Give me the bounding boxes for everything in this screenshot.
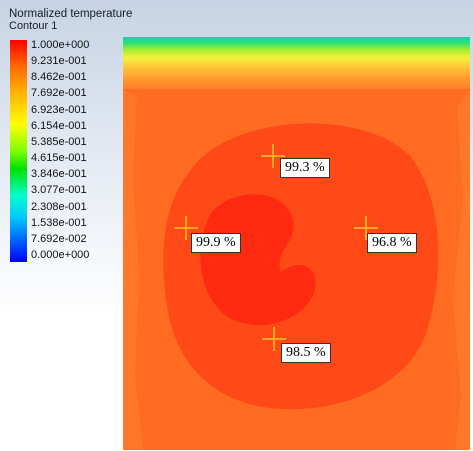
- color-scale-bar: [10, 40, 27, 262]
- legend-title: Normalized temperature: [9, 8, 133, 20]
- color-scale-tick-label: 9.231e-001: [31, 55, 87, 68]
- color-scale-tick-label: 7.692e-002: [31, 232, 87, 245]
- hot-core-region: [200, 194, 316, 326]
- color-scale-tick-label: 2.308e-001: [31, 200, 87, 213]
- legend-subtitle: Contour 1: [9, 20, 58, 32]
- probe-label-top: 99.3 %: [280, 158, 330, 178]
- temperature-contour-plot: [123, 37, 470, 450]
- color-scale-tick-label: 3.846e-001: [31, 168, 87, 181]
- probe-label-bottom: 98.5 %: [281, 343, 331, 363]
- color-scale-tick-label: 0.000e+000: [31, 249, 90, 261]
- color-scale-tick-label: 6.923e-001: [31, 103, 87, 116]
- top-gradient-band: [123, 37, 470, 89]
- right-wall-band: [453, 89, 470, 450]
- color-scale-tick-label: 7.692e-001: [31, 87, 87, 100]
- left-wall-band: [123, 89, 143, 450]
- color-scale-tick-label: 3.077e-001: [31, 184, 87, 197]
- color-scale-tick-label: 1.000e+000: [31, 39, 90, 51]
- color-scale-tick-label: 6.154e-001: [31, 119, 87, 132]
- probe-label-left: 99.9 %: [191, 233, 241, 253]
- color-scale-tick-label: 5.385e-001: [31, 135, 87, 148]
- color-scale-tick-label: 4.615e-001: [31, 152, 87, 165]
- color-scale-tick-label: 1.538e-001: [31, 216, 87, 229]
- probe-label-right: 96.8 %: [367, 233, 417, 253]
- probe-crosshairs: [174, 144, 378, 351]
- color-scale-tick-label: 8.462e-001: [31, 71, 87, 84]
